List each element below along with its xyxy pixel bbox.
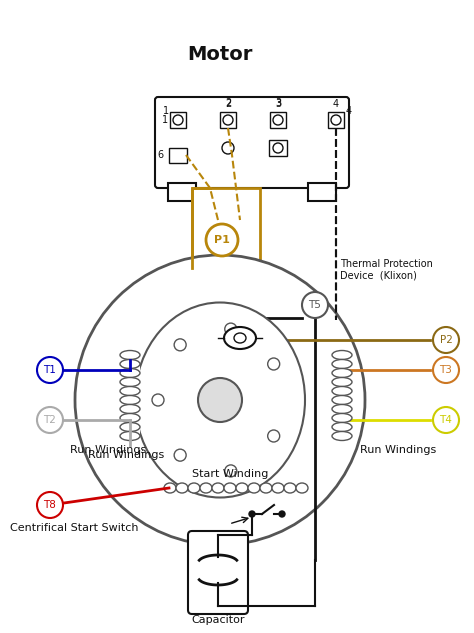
Circle shape bbox=[225, 465, 237, 477]
Text: T8: T8 bbox=[44, 500, 56, 510]
Bar bbox=[270, 112, 286, 128]
Circle shape bbox=[273, 143, 283, 153]
Ellipse shape bbox=[224, 327, 256, 349]
Ellipse shape bbox=[332, 432, 352, 441]
Circle shape bbox=[37, 357, 63, 383]
Bar bbox=[120, 350, 140, 446]
Ellipse shape bbox=[296, 483, 308, 493]
Circle shape bbox=[222, 142, 234, 154]
Circle shape bbox=[433, 327, 459, 353]
Circle shape bbox=[273, 115, 283, 125]
Ellipse shape bbox=[176, 483, 188, 493]
Text: 4: 4 bbox=[333, 99, 339, 109]
FancyBboxPatch shape bbox=[188, 531, 248, 614]
Text: 1: 1 bbox=[162, 115, 168, 125]
Ellipse shape bbox=[120, 413, 140, 422]
Circle shape bbox=[433, 357, 459, 383]
Text: 1: 1 bbox=[163, 106, 169, 116]
Ellipse shape bbox=[272, 483, 284, 493]
Ellipse shape bbox=[284, 483, 296, 493]
Ellipse shape bbox=[120, 377, 140, 387]
Bar bbox=[308, 183, 336, 201]
Ellipse shape bbox=[332, 422, 352, 432]
FancyBboxPatch shape bbox=[192, 188, 260, 268]
Text: T2: T2 bbox=[44, 415, 56, 425]
Circle shape bbox=[198, 378, 242, 422]
Text: Start Winding: Start Winding bbox=[192, 469, 268, 479]
Circle shape bbox=[174, 339, 186, 351]
Bar bbox=[168, 183, 196, 201]
Ellipse shape bbox=[188, 483, 200, 493]
Circle shape bbox=[174, 449, 186, 461]
Text: 2: 2 bbox=[225, 99, 231, 109]
Circle shape bbox=[37, 492, 63, 518]
Circle shape bbox=[75, 255, 365, 545]
Circle shape bbox=[302, 292, 328, 318]
Text: 3: 3 bbox=[275, 98, 281, 108]
Bar bbox=[170, 112, 186, 128]
Text: 4: 4 bbox=[346, 106, 352, 116]
Text: Thermal Protection
Device  (Klixon): Thermal Protection Device (Klixon) bbox=[340, 259, 433, 281]
Ellipse shape bbox=[120, 360, 140, 368]
Circle shape bbox=[433, 407, 459, 433]
Text: T3: T3 bbox=[439, 365, 453, 375]
Bar bbox=[269, 140, 287, 156]
Ellipse shape bbox=[120, 387, 140, 396]
Circle shape bbox=[249, 511, 255, 517]
Ellipse shape bbox=[135, 303, 305, 498]
Circle shape bbox=[206, 224, 238, 256]
Text: T5: T5 bbox=[309, 300, 321, 310]
Text: T1: T1 bbox=[44, 365, 56, 375]
Ellipse shape bbox=[120, 404, 140, 413]
Text: P2: P2 bbox=[439, 335, 453, 345]
Bar bbox=[328, 112, 344, 128]
Text: 6: 6 bbox=[158, 150, 164, 160]
Bar bbox=[169, 148, 187, 163]
Text: 2: 2 bbox=[225, 98, 231, 108]
Text: P1: P1 bbox=[214, 235, 230, 245]
Circle shape bbox=[268, 358, 280, 370]
Ellipse shape bbox=[332, 404, 352, 413]
Ellipse shape bbox=[236, 483, 248, 493]
Circle shape bbox=[268, 430, 280, 442]
Ellipse shape bbox=[120, 422, 140, 432]
Circle shape bbox=[152, 394, 164, 406]
Ellipse shape bbox=[224, 483, 236, 493]
Text: Run Windings: Run Windings bbox=[360, 445, 436, 455]
Ellipse shape bbox=[248, 483, 260, 493]
Ellipse shape bbox=[332, 377, 352, 387]
Ellipse shape bbox=[332, 360, 352, 368]
Ellipse shape bbox=[120, 351, 140, 360]
Text: Motor: Motor bbox=[187, 46, 253, 65]
Ellipse shape bbox=[212, 483, 224, 493]
Circle shape bbox=[279, 511, 285, 517]
Ellipse shape bbox=[332, 396, 352, 404]
Ellipse shape bbox=[164, 483, 176, 493]
Ellipse shape bbox=[332, 387, 352, 396]
Ellipse shape bbox=[332, 413, 352, 422]
Circle shape bbox=[225, 323, 237, 335]
Bar bbox=[220, 112, 236, 128]
Circle shape bbox=[173, 115, 183, 125]
Ellipse shape bbox=[200, 483, 212, 493]
Ellipse shape bbox=[332, 351, 352, 360]
Circle shape bbox=[37, 407, 63, 433]
Text: Capacitor: Capacitor bbox=[191, 615, 245, 625]
Text: T4: T4 bbox=[439, 415, 453, 425]
FancyBboxPatch shape bbox=[155, 97, 349, 188]
Ellipse shape bbox=[120, 368, 140, 377]
Ellipse shape bbox=[120, 432, 140, 441]
Text: Run Windings: Run Windings bbox=[88, 450, 164, 460]
Circle shape bbox=[331, 115, 341, 125]
Text: 3: 3 bbox=[275, 99, 281, 109]
Ellipse shape bbox=[120, 396, 140, 404]
Ellipse shape bbox=[234, 333, 246, 343]
Circle shape bbox=[223, 115, 233, 125]
Text: Centrifical Start Switch: Centrifical Start Switch bbox=[10, 523, 138, 533]
Text: Run Windings: Run Windings bbox=[70, 445, 146, 455]
Ellipse shape bbox=[260, 483, 272, 493]
Ellipse shape bbox=[332, 368, 352, 377]
